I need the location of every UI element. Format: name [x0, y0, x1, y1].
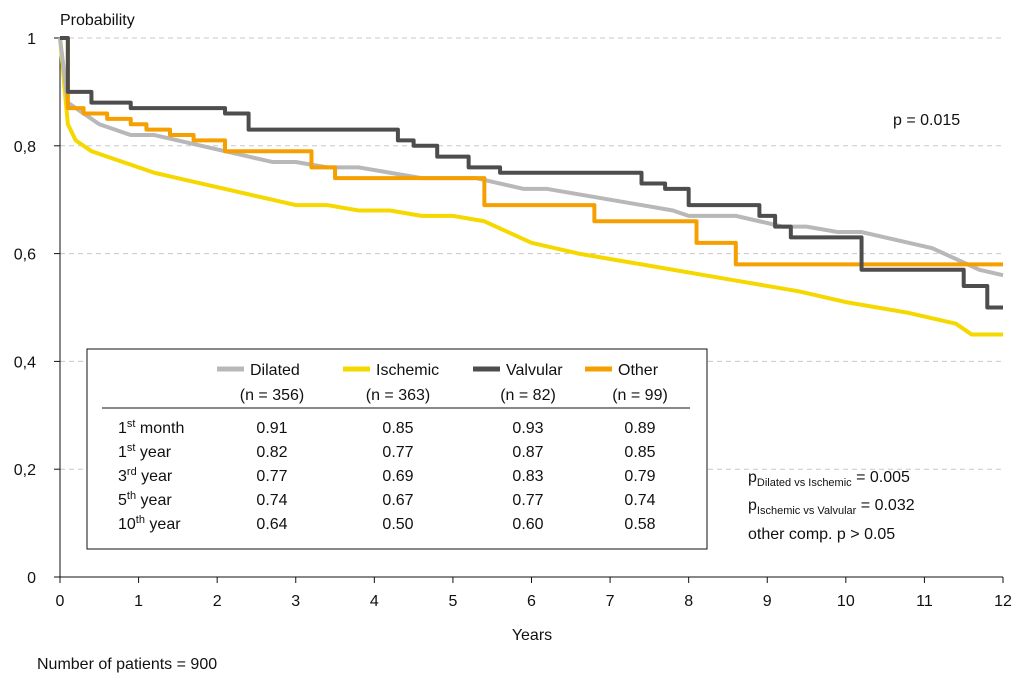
x-tick-label: 5 — [448, 593, 457, 610]
table-cell: 0.93 — [512, 420, 543, 437]
y-tick-label: 0,4 — [14, 354, 36, 371]
table-cell: 0.83 — [512, 468, 543, 485]
p-overall: p = 0.015 — [893, 112, 960, 129]
table-cell: 0.58 — [624, 516, 655, 533]
table-cell: 0.91 — [256, 420, 287, 437]
series-line-dilated — [58, 37, 1004, 278]
x-tick-label: 8 — [684, 593, 693, 610]
table-cell: 0.50 — [382, 516, 413, 533]
survival-table: Dilated (n = 356) Ischemic (n = 363) Valvula… — [86, 348, 708, 550]
table-cell: 0.64 — [256, 516, 287, 533]
table-cell: 0.69 — [382, 468, 413, 485]
y-axis-title: Probability — [60, 12, 135, 29]
legend-n-valvular: (n = 82) — [500, 387, 556, 404]
y-tick-labels: 0 0,2 0,4 0,6 0,8 1 — [14, 31, 60, 587]
p2-main: p — [748, 497, 757, 514]
table-cell: 0.79 — [624, 468, 655, 485]
p1-main: p — [748, 469, 757, 486]
x-tick-label: 7 — [606, 593, 615, 610]
table-cell: 0.85 — [382, 420, 413, 437]
table-row-label: 10th year — [118, 514, 181, 533]
table-cell: 0.87 — [512, 444, 543, 461]
p-dilated-vs-ischemic: pDilated vs Ischemic = 0.005 — [748, 469, 910, 489]
p1-val: = 0.005 — [852, 469, 910, 486]
x-tick-label: 9 — [763, 593, 772, 610]
y-tick-label: 0,2 — [14, 462, 36, 479]
table-cell: 0.85 — [624, 444, 655, 461]
table-cell: 0.77 — [512, 492, 543, 509]
table-box — [86, 348, 708, 550]
p2-val: = 0.032 — [856, 497, 914, 514]
x-tick-label: 11 — [916, 593, 933, 610]
series-line-ischemic — [58, 37, 1003, 337]
p-ischemic-vs-valvular: pIschemic vs Valvular = 0.032 — [748, 497, 915, 517]
legend-n-dilated: (n = 356) — [240, 387, 304, 404]
table-cell: 0.82 — [256, 444, 287, 461]
x-axis-title: Years — [512, 627, 552, 644]
series-line-valvular — [60, 36, 1003, 310]
x-tick-label: 12 — [994, 593, 1012, 610]
x-tick-label: 0 — [56, 593, 65, 610]
x-tick-labels: 0 1 2 3 4 5 6 7 8 9 10 11 12 — [56, 577, 1012, 610]
x-tick-label: 1 — [134, 593, 143, 610]
legend-label-dilated: Dilated — [250, 362, 300, 379]
legend-n-other: (n = 99) — [612, 387, 668, 404]
x-tick-label: 10 — [837, 593, 855, 610]
table-rows: 1st month 0.91 0.85 0.93 0.89 1st year 0.82 0.7… — [118, 418, 656, 533]
y-tick-label: 0 — [27, 570, 36, 587]
x-tick-label: 2 — [213, 593, 222, 610]
table-cell: 0.74 — [256, 492, 287, 509]
y-tick-label: 1 — [27, 31, 36, 48]
table-row-label: 5th year — [118, 490, 172, 509]
x-tick-label: 6 — [527, 593, 536, 610]
p2-sub: Ischemic vs Valvular — [757, 505, 857, 517]
y-tick-label: 0,8 — [14, 139, 36, 156]
x-tick-label: 4 — [370, 593, 379, 610]
legend: Dilated (n = 356) Ischemic (n = 363) Valvula… — [217, 362, 668, 404]
table-cell: 0.74 — [624, 492, 655, 509]
p-other-comparisons: other comp. p > 0.05 — [748, 526, 895, 543]
series-line-other — [60, 36, 1003, 267]
table-cell: 0.67 — [382, 492, 413, 509]
series-lines — [58, 36, 1004, 337]
table-cell: 0.77 — [256, 468, 287, 485]
table-cell: 0.77 — [382, 444, 413, 461]
table-row-label: 1st year — [118, 442, 172, 461]
legend-label-valvular: Valvular — [506, 362, 563, 379]
legend-label-ischemic: Ischemic — [376, 362, 439, 379]
table-cell: 0.60 — [512, 516, 543, 533]
table-cell: 0.89 — [624, 420, 655, 437]
legend-n-ischemic: (n = 363) — [366, 387, 430, 404]
table-row-label: 1st month — [118, 418, 184, 437]
footer-patients: Number of patients = 900 — [37, 656, 217, 673]
legend-label-other: Other — [618, 362, 659, 379]
x-tick-label: 3 — [291, 593, 300, 610]
p1-sub: Dilated vs Ischemic — [757, 477, 852, 489]
y-tick-label: 0,6 — [14, 247, 36, 264]
table-row-label: 3rd year — [118, 466, 173, 485]
